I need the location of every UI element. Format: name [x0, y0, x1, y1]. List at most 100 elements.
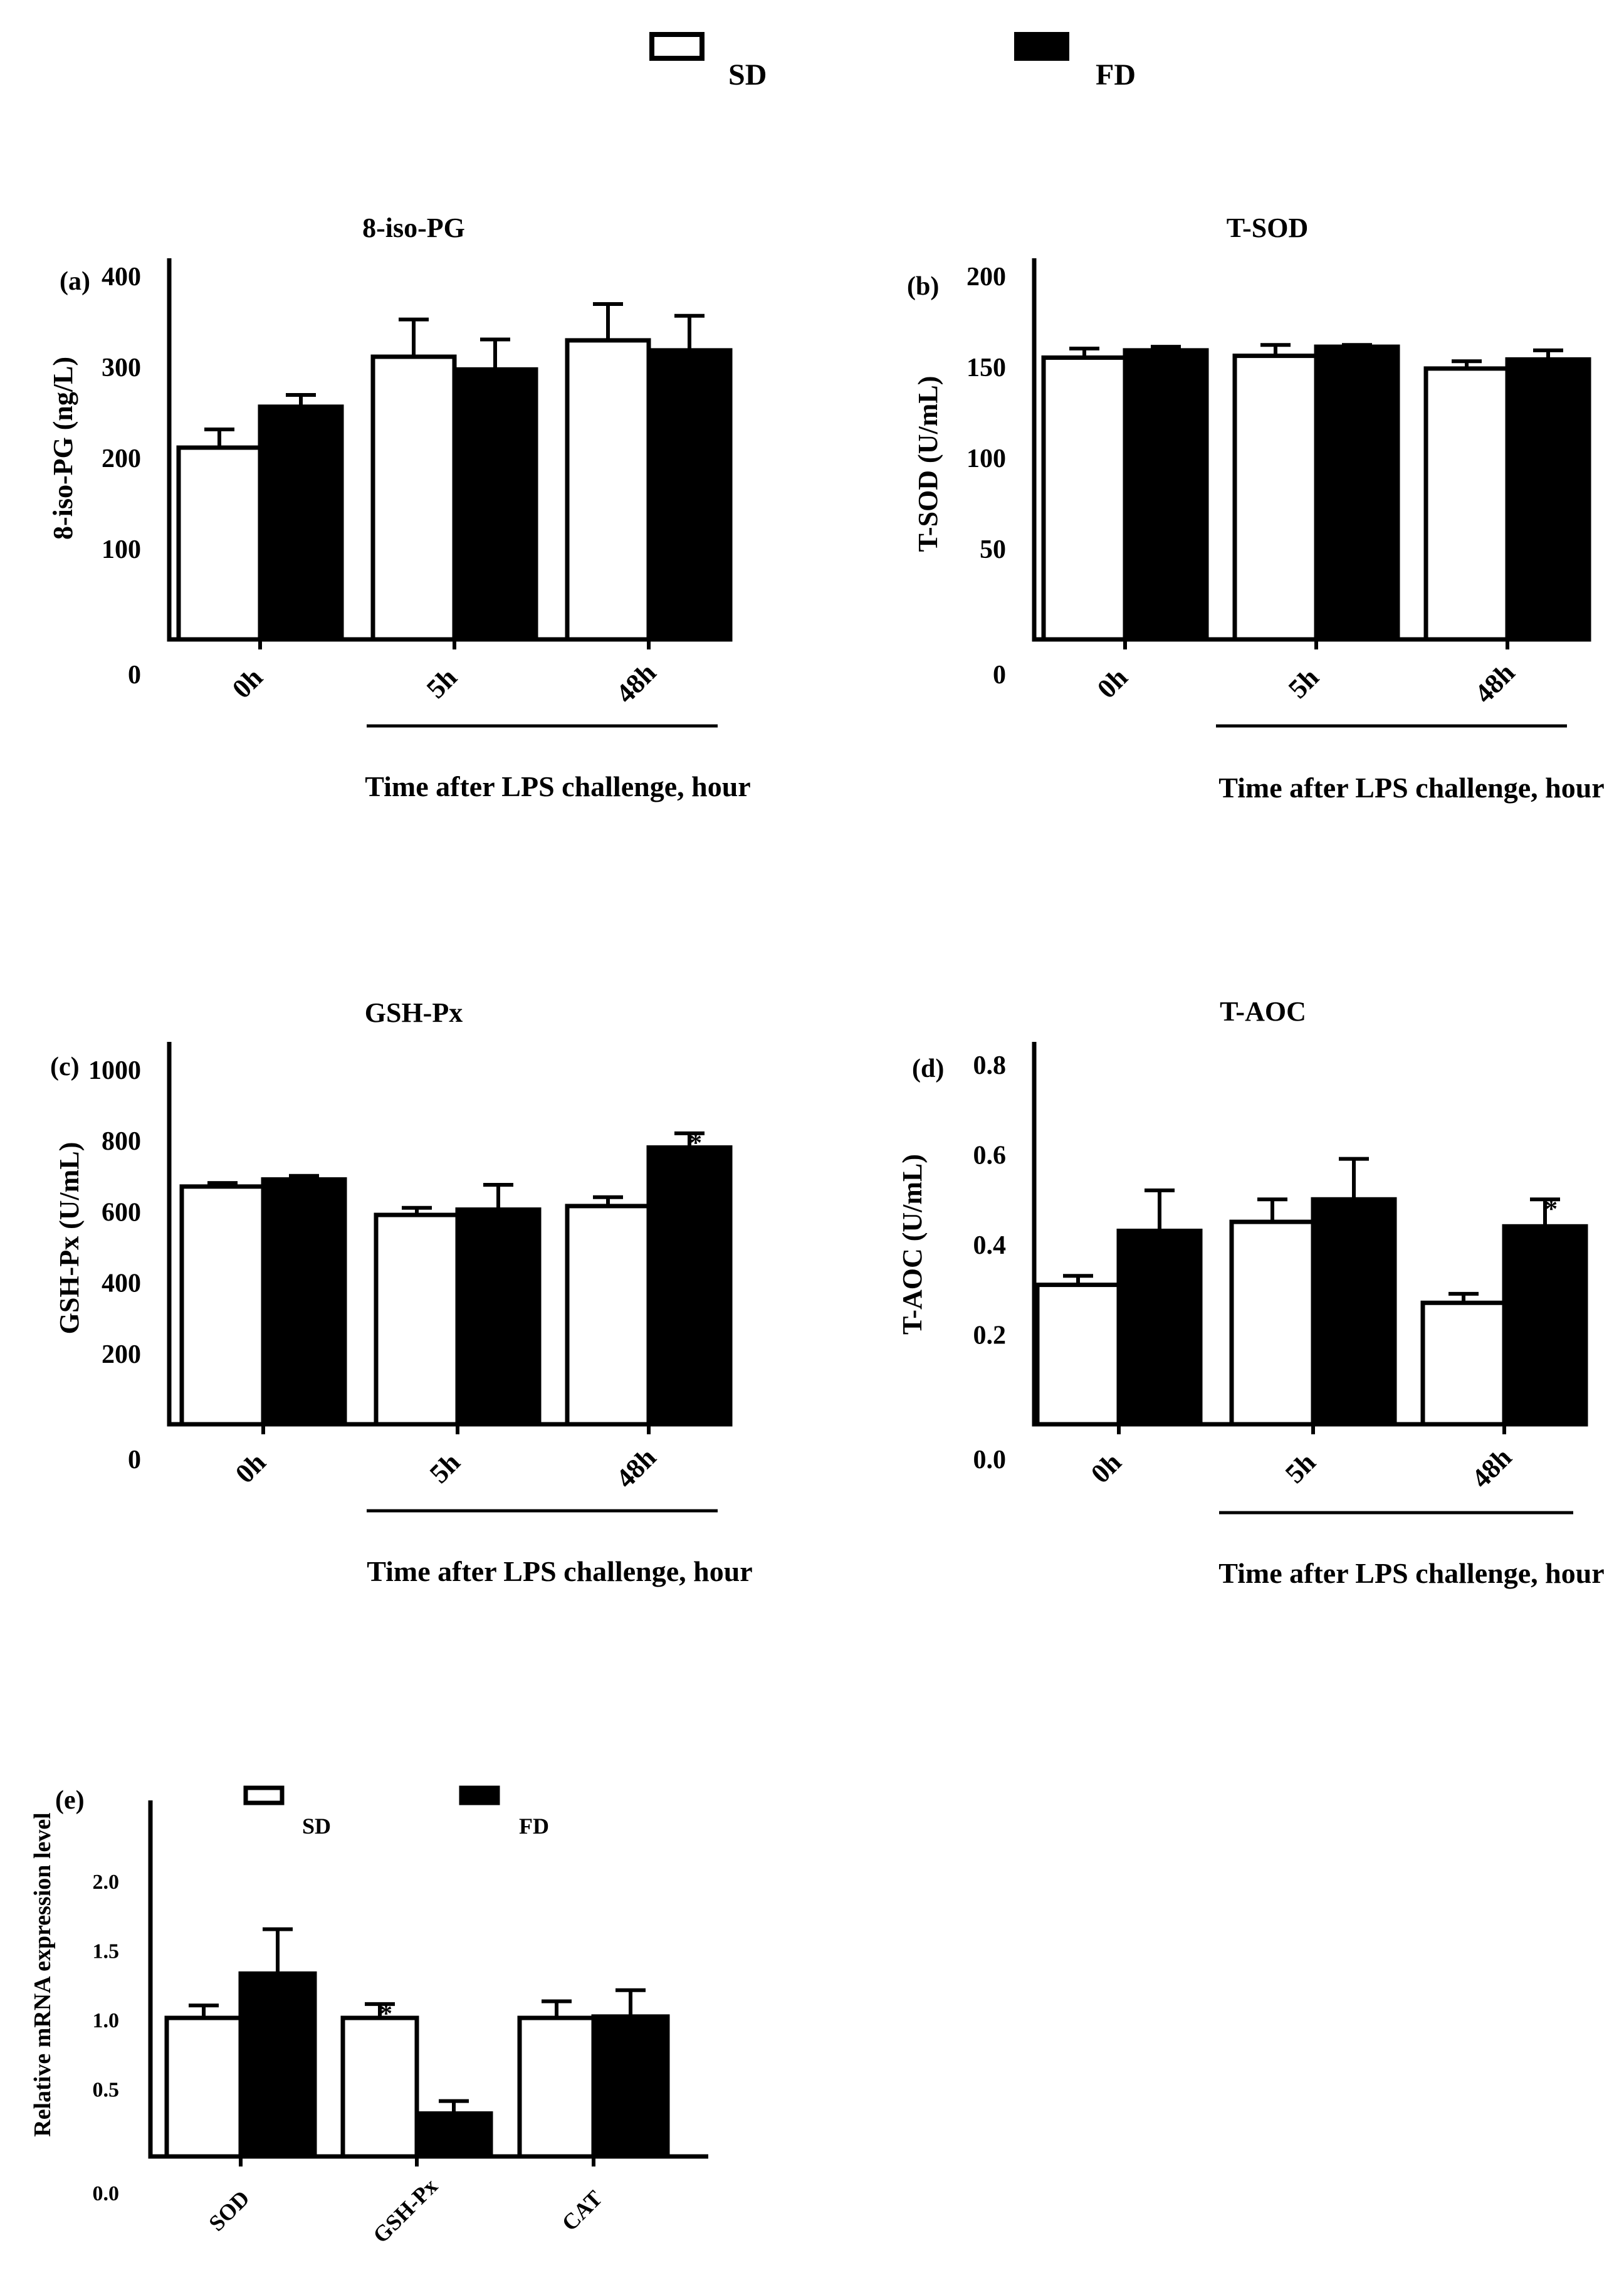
panel-e-xtick-0: SOD: [204, 2185, 254, 2236]
panel-b-bar-fd-0: [1123, 348, 1209, 642]
panel-d-errorbar-sd-0: [1063, 1274, 1093, 1285]
panel-d-ytick-3: 0.6: [973, 1142, 1007, 1170]
panel-e-ylabel: Relative mRNA expression level: [29, 1812, 56, 2137]
panel-a-errorbar-fd-0: [286, 392, 316, 407]
panel-d-ytick-0: 0.0: [973, 1446, 1007, 1474]
panel-e-errorbar-sd-1: [365, 2002, 395, 2018]
panel-d-errorbar-fd-0: [1145, 1188, 1175, 1231]
panel-b-bar-sd-0: [1041, 355, 1128, 642]
panel-c-ylabel: GSH-Px (U/mL): [54, 1142, 85, 1335]
panel-a-bar-sd-2: [565, 338, 651, 642]
panel-d-title: T-AOC: [1220, 996, 1306, 1027]
panel-a-ytick-1: 100: [102, 535, 141, 564]
panel-e-bar-sd-1: [340, 2015, 419, 2159]
panel-a-label: (a): [60, 267, 90, 296]
panel-e-legend-swatch-fd: [459, 1785, 500, 1805]
panel-a-ytick-0: 0: [128, 661, 141, 690]
panel-b-x-ticks: 0h 5h 48h: [1091, 639, 1521, 709]
panel-b-ytick-3: 150: [967, 354, 1006, 382]
panel-b-title: T-SOD: [1227, 213, 1308, 243]
panel-e-errorbar-sd-0: [189, 2004, 219, 2018]
panel-c-bar-fd-2: [646, 1145, 733, 1427]
panel-d-axes: [1032, 1042, 1579, 1427]
panel-c-xtick-2: 48h: [610, 1442, 662, 1494]
panel-a-errorbar-sd-2: [593, 302, 623, 340]
panel-c-y-ticks: 0 200 400 600 800 1000: [88, 1056, 141, 1474]
panel-d-label: (d): [912, 1054, 944, 1083]
panel-b-y-ticks: 0 50 100 150 200: [967, 263, 1006, 690]
panel-d-xtick-1: 5h: [1279, 1447, 1322, 1489]
legend-swatch-sd: [649, 32, 705, 61]
panel-b-errorbar-fd-1: [1342, 343, 1372, 347]
panel-e-ytick-0: 0.0: [93, 2182, 120, 2205]
panel-c-errorbar-sd-1: [402, 1205, 432, 1216]
panel-a-ytick-2: 200: [102, 444, 141, 473]
panel-a-ytick-4: 400: [102, 263, 141, 291]
panel-d-significance-0: *: [1545, 1194, 1558, 1222]
panel-a-8-iso-pg: 8-iso-PG (a) 8-iso-PG (ng/L) Time after …: [48, 213, 751, 802]
panel-b-errorbar-fd-2: [1533, 348, 1563, 360]
panel-b-errorbar-sd-1: [1260, 343, 1291, 356]
legend-label-sd: SD: [728, 58, 767, 92]
panel-d-errorbar-fd-1: [1339, 1157, 1369, 1200]
panel-e-legend-label-fd: FD: [519, 1814, 549, 1839]
panel-e-legend: SD FD: [243, 1785, 549, 1839]
panel-c-title: GSH-Px: [365, 997, 463, 1028]
panel-a-bar-fd-2: [646, 348, 733, 642]
panel-d-xtick-2: 48h: [1465, 1442, 1517, 1494]
panel-e-errorbar-fd-0: [263, 1927, 293, 1974]
panel-e-mrna-expression: (e) Relative mRNA expression level SD FD…: [29, 1785, 708, 2248]
panel-d-x-ticks: 0h 5h 48h: [1085, 1424, 1517, 1494]
panel-d-errorbar-sd-1: [1257, 1197, 1287, 1222]
panel-b-bar-sd-1: [1232, 354, 1319, 642]
panel-a-errorbar-sd-0: [204, 428, 234, 448]
panel-c-bar-sd-0: [179, 1184, 266, 1427]
panel-b-ytick-4: 200: [967, 263, 1006, 291]
panel-d-bar-sd-1: [1229, 1219, 1316, 1427]
panel-d-t-aoc: T-AOC (d) T-AOC (U/mL) Time after LPS ch…: [897, 996, 1605, 1589]
panel-e-legend-swatch-sd: [243, 1785, 285, 1805]
panel-d-xlabel: Time after LPS challenge, hour: [1218, 1557, 1604, 1589]
panel-d-ytick-1: 0.2: [973, 1321, 1007, 1350]
panel-c-ytick-0: 0: [128, 1446, 141, 1474]
panel-d-errorbar-fd-2: [1530, 1197, 1560, 1227]
panel-a-title: 8-iso-PG: [362, 213, 465, 243]
panel-a-errorbar-fd-1: [480, 337, 510, 370]
panel-e-annotations: *: [380, 1999, 392, 2027]
panel-a-xtick-2: 48h: [610, 657, 662, 709]
panel-d-xtick-0: 0h: [1085, 1447, 1128, 1489]
panel-d-ytick-4: 0.8: [973, 1051, 1007, 1080]
panel-a-xtick-0: 0h: [226, 662, 269, 705]
panel-e-bar-sd-0: [164, 2015, 243, 2159]
panel-a-bar-fd-1: [452, 367, 538, 642]
panel-b-xtick-2: 48h: [1469, 657, 1521, 709]
panel-c-ytick-4: 800: [102, 1127, 141, 1156]
panel-c-xtick-1: 5h: [424, 1447, 466, 1489]
panel-d-annotations: *: [1545, 1194, 1558, 1222]
panel-b-xlabel: Time after LPS challenge, hour: [1218, 772, 1604, 804]
panel-c-x-ticks: 0h 5h 48h: [229, 1424, 662, 1494]
panel-e-bars: [164, 1927, 670, 2159]
panel-b-t-sod: T-SOD (b) T-SOD (U/mL) Time after LPS ch…: [907, 213, 1605, 804]
panel-e-significance-0: *: [380, 1999, 392, 2027]
panel-d-ylabel: T-AOC (U/mL): [897, 1154, 928, 1335]
panel-d-y-ticks: 0.0 0.2 0.4 0.6 0.8: [973, 1051, 1007, 1474]
panel-c-xtick-0: 0h: [229, 1447, 272, 1489]
panel-b-label: (b): [907, 272, 939, 301]
panel-c-ytick-2: 400: [102, 1269, 141, 1298]
panel-c-ytick-5: 1000: [88, 1056, 141, 1085]
legend-label-fd: FD: [1096, 58, 1136, 92]
panel-e-xtick-1: GSH-Px: [368, 2173, 443, 2248]
panel-a-y-ticks: 0 100 200 300 400: [102, 263, 141, 690]
panel-a-ytick-3: 300: [102, 354, 141, 382]
panel-e-x-ticks: SOD GSH-Px CAT: [204, 2156, 607, 2248]
legend-swatch-fd: [1014, 32, 1069, 61]
panel-b-xtick-1: 5h: [1282, 662, 1325, 705]
panel-a-ylabel: 8-iso-PG (ng/L): [48, 357, 78, 540]
panel-e-xtick-2: CAT: [557, 2185, 607, 2235]
panel-c-axes: [167, 1042, 727, 1427]
panel-b-bar-fd-1: [1314, 344, 1400, 642]
panel-e-ytick-2: 1.0: [93, 2009, 120, 2032]
panel-d-bar-sd-2: [1420, 1300, 1507, 1427]
panel-d-bar-fd-1: [1311, 1197, 1397, 1427]
